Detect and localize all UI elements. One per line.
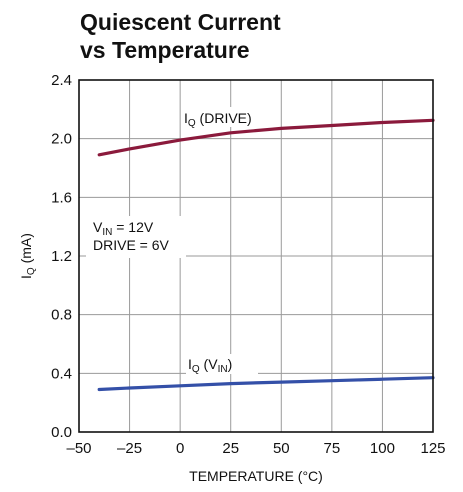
x-tick-label: –50: [66, 440, 91, 457]
x-tick-label: –25: [117, 440, 142, 457]
series-label-vin-text: IQ (VIN): [188, 356, 232, 375]
x-tick-label: 25: [222, 440, 239, 457]
series-line-1: [97, 376, 435, 392]
series-label-drive-text: IQ (DRIVE): [184, 110, 252, 129]
series-label-vin-background: [186, 354, 258, 374]
condition-drive: DRIVE = 6V: [93, 237, 170, 253]
x-tick-label: 50: [273, 440, 290, 457]
y-tick-label: 0.8: [51, 307, 72, 324]
x-axis-title: TEMPERATURE (°C): [189, 468, 323, 484]
chart-title-line-1: Quiescent Current: [80, 9, 281, 35]
x-tick-label: 100: [370, 440, 395, 457]
condition-vin: VIN = 12V: [93, 219, 154, 238]
plot-frame: [78, 79, 434, 433]
series-layer: [97, 118, 435, 392]
y-tick-label: 0.0: [51, 424, 72, 441]
y-tick-label: 1.6: [51, 189, 72, 206]
chart-title-line-2: vs Temperature: [80, 37, 250, 63]
y-tick-label: 2.4: [51, 72, 72, 89]
y-axis-title: IQ (mA): [18, 233, 37, 279]
x-tick-label: 75: [324, 440, 341, 457]
tick-labels: –50 –25 0 25 50 75 100 125 0.0 0.4 0.8 1.2 1.6 2.0 2.4: [51, 72, 445, 457]
x-tick-label: 125: [420, 440, 445, 457]
series-line-0: [97, 118, 435, 157]
series-label-vin: IQ (VIN): [186, 354, 258, 375]
x-tick-label: 0: [176, 440, 184, 457]
conditions-background: [86, 216, 186, 258]
series-label-drive: IQ (DRIVE): [181, 107, 267, 129]
y-tick-label: 2.0: [51, 131, 72, 148]
y-tick-label: 1.2: [51, 248, 72, 265]
y-tick-label: 0.4: [51, 365, 72, 382]
series-label-drive-background: [181, 107, 267, 127]
conditions-annotation: VIN = 12V DRIVE = 6V: [86, 216, 186, 258]
